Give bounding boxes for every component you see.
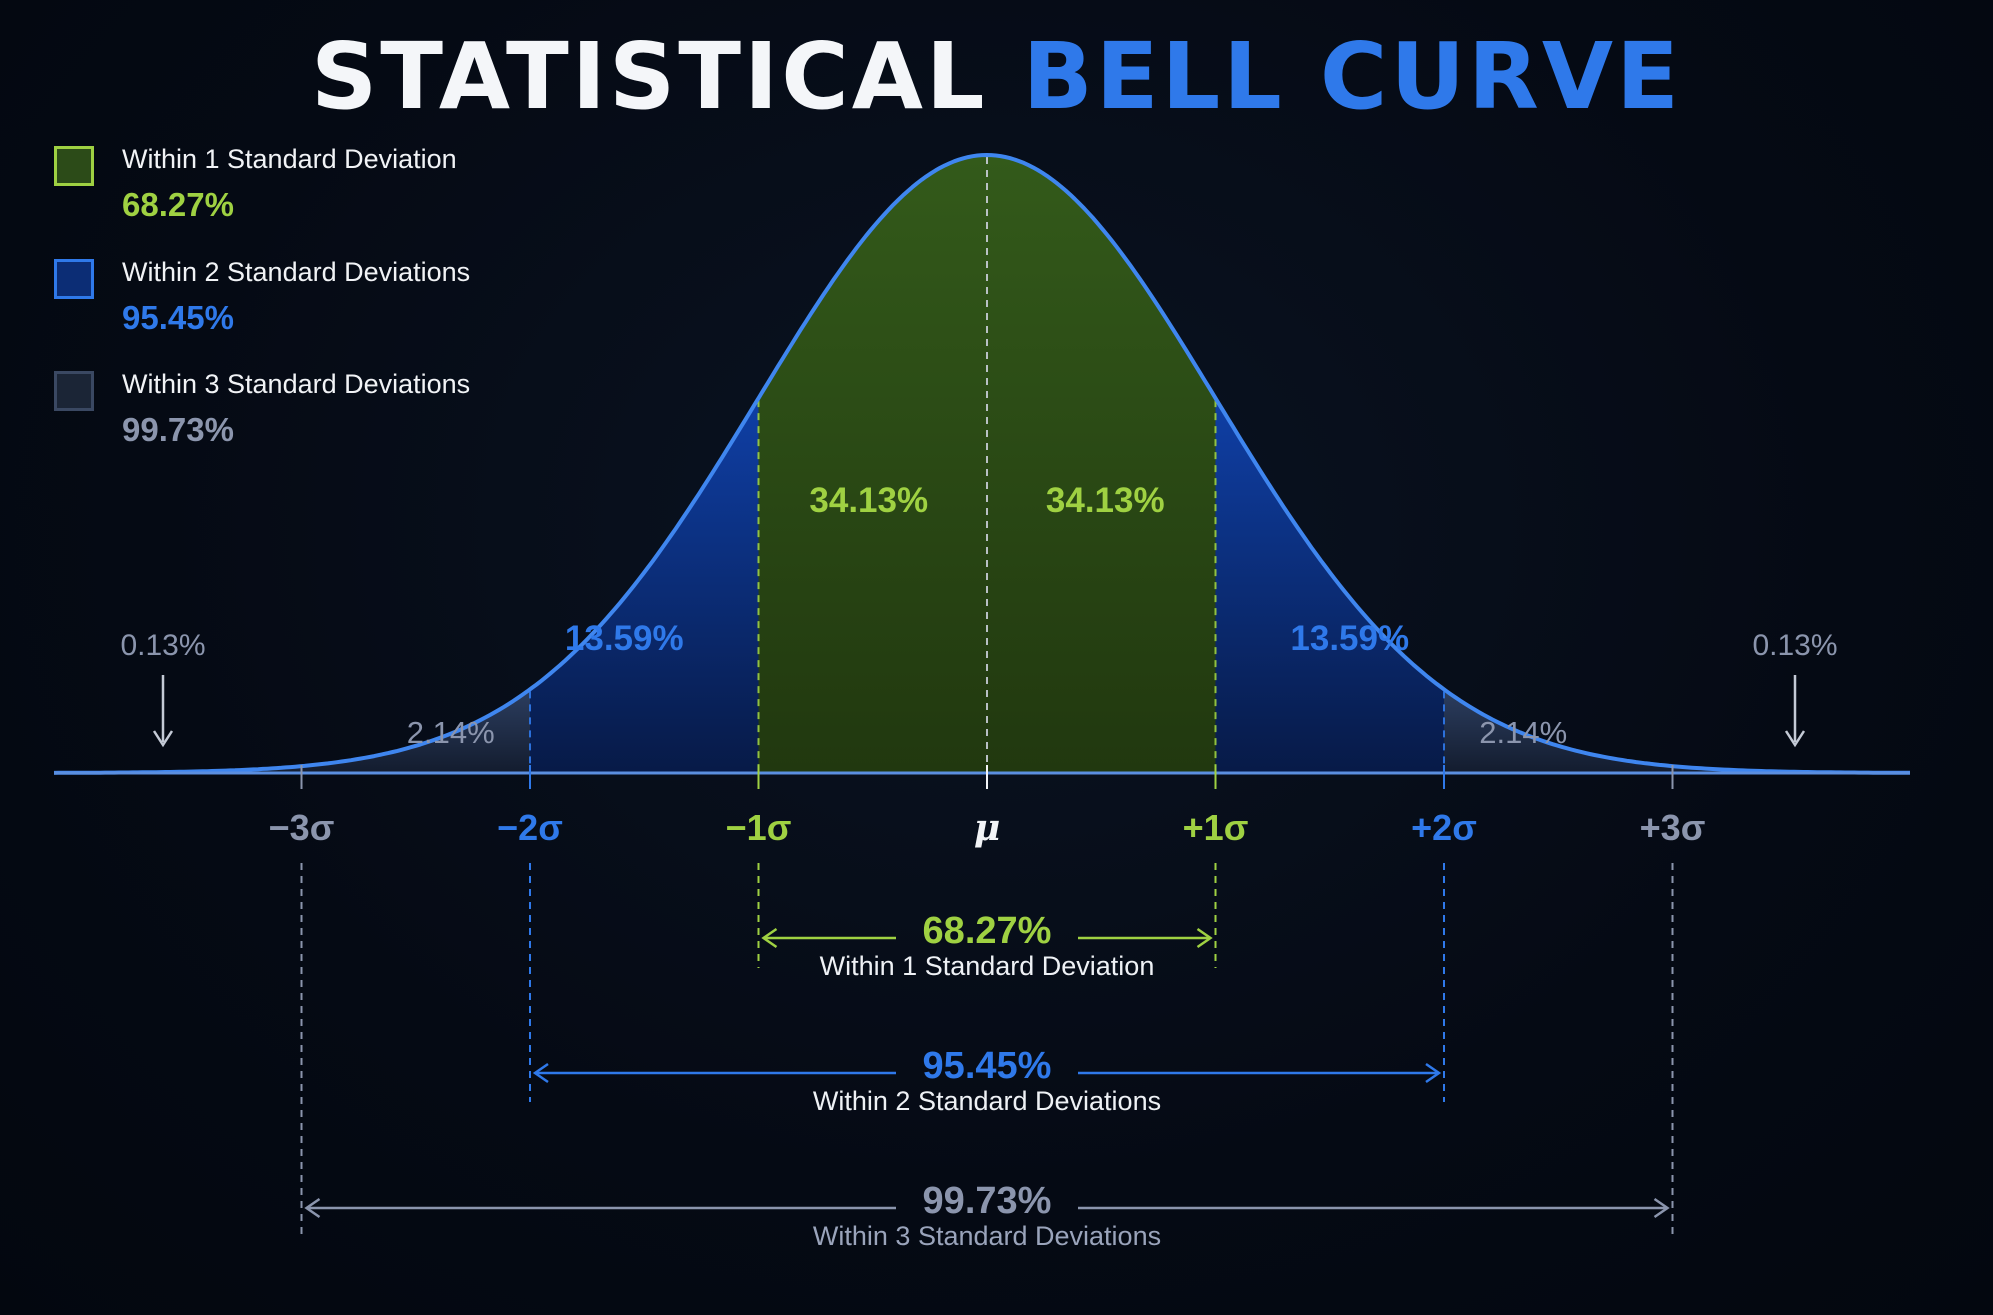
- region-fill-gray: [1444, 689, 1673, 773]
- range-value: 68.27%: [923, 910, 1052, 952]
- tick-label: +1σ: [1183, 807, 1249, 848]
- range-arrowhead: [1653, 1197, 1670, 1219]
- x-axis-ticks: −3σ −2σ −1σ μ +1σ +2σ +3σ: [269, 765, 1706, 849]
- region-label: 13.59%: [1290, 619, 1409, 658]
- tail-arrow-head: [152, 730, 174, 748]
- range-arrowhead: [1425, 1062, 1442, 1084]
- sigma-divider-lines: [529, 157, 1445, 773]
- region-fill-green: [758, 155, 987, 773]
- legend-value: 68.27%: [122, 186, 234, 223]
- tick-label: −2σ: [497, 807, 563, 848]
- tick-label: +2σ: [1411, 807, 1477, 848]
- legend-swatch-green: [54, 146, 94, 186]
- curve-layer: [53, 153, 1910, 775]
- region-label: 34.13%: [809, 481, 928, 520]
- region-label: 2.14%: [1479, 715, 1567, 750]
- chart-title: STATISTICAL BELL CURVE: [0, 22, 1993, 132]
- legend-value: 99.73%: [122, 411, 234, 448]
- range-arrowhead: [304, 1197, 321, 1219]
- range-arrowhead: [1196, 927, 1213, 949]
- legend-item-1-sd: Within 1 Standard Deviation 68.27%: [54, 144, 514, 234]
- tick-label: −1σ: [726, 807, 792, 848]
- bell-curve-line: [53, 153, 1910, 775]
- legend-label: Within 2 Standard Deviations: [122, 257, 471, 287]
- legend-value: 95.45%: [122, 299, 234, 336]
- tick-label: +3σ: [1640, 807, 1706, 848]
- range-arrowhead: [532, 1062, 549, 1084]
- tail-arrow-head: [1784, 730, 1806, 748]
- range-brackets: 68.27%Within 1 Standard Deviation95.45%W…: [300, 863, 1674, 1251]
- tick-label: −3σ: [269, 807, 335, 848]
- region-label: 2.14%: [407, 715, 495, 750]
- range-caption: Within 3 Standard Deviations: [813, 1221, 1161, 1251]
- legend-item-2-sd: Within 2 Standard Deviations 95.45%: [54, 257, 514, 347]
- range-caption: Within 2 Standard Deviations: [813, 1086, 1161, 1116]
- region-label: 34.13%: [1046, 481, 1165, 520]
- legend-item-3-sd: Within 3 Standard Deviations 99.73%: [54, 369, 514, 459]
- chart-text-labels: 34.13% 34.13% 13.59% 13.59% 2.14% 2.14% 0.13% 0…: [120, 481, 1837, 750]
- region-fills: [54, 155, 1910, 773]
- legend-label: Within 1 Standard Deviation: [122, 144, 457, 174]
- region-fill-gray: [301, 689, 530, 773]
- tail-label: 0.13%: [1752, 629, 1837, 662]
- range-value: 95.45%: [923, 1045, 1052, 1087]
- legend-label: Within 3 Standard Deviations: [122, 369, 471, 399]
- region-fill-green: [987, 155, 1216, 773]
- region-label: 13.59%: [565, 619, 684, 658]
- tail-label: 0.13%: [120, 629, 205, 662]
- legend-swatch-gray: [54, 371, 94, 411]
- range-value: 99.73%: [923, 1180, 1052, 1222]
- title-part-1: STATISTICAL: [311, 23, 988, 130]
- legend-swatch-blue: [54, 259, 94, 299]
- range-caption: Within 1 Standard Deviation: [820, 951, 1155, 981]
- tick-label: μ: [974, 807, 1000, 849]
- title-part-2: BELL CURVE: [1022, 23, 1682, 130]
- range-arrowhead: [761, 927, 778, 949]
